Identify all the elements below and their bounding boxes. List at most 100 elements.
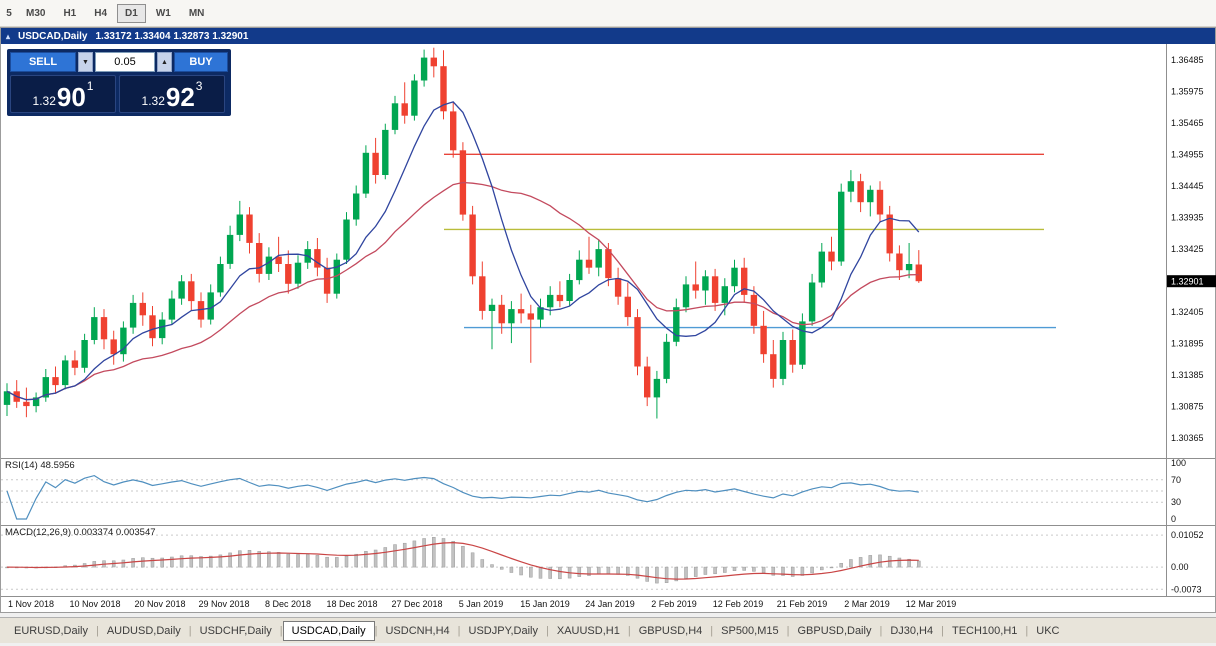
svg-text:0.00: 0.00 <box>1171 562 1189 572</box>
timeframe-button-w1[interactable]: W1 <box>148 4 179 23</box>
symbol-tab-usdjpy[interactable]: USDJPY,Daily <box>468 624 539 637</box>
tab-separator: | <box>710 624 714 637</box>
symbol-tab-usdchf[interactable]: USDCHF,Daily <box>199 624 272 637</box>
rsi-pane: 100 70 30 0 RSI(14) 48.5956 <box>1 458 1215 525</box>
svg-text:1.33425: 1.33425 <box>1171 244 1204 254</box>
ask-pip-digit: 3 <box>195 79 203 93</box>
svg-text:1.34955: 1.34955 <box>1171 149 1204 159</box>
symbol-tab-sp500[interactable]: SP500,M15 <box>721 624 779 637</box>
timeframe-button-d1[interactable]: D1 <box>117 3 146 23</box>
symbol-tab-gbpusd[interactable]: GBPUSD,Daily <box>797 624 872 637</box>
date-label: 1 Nov 2018 <box>7 599 55 609</box>
date-label: 29 Nov 2018 <box>198 599 250 609</box>
tab-separator: | <box>786 624 790 637</box>
date-label: 2 Feb 2019 <box>651 599 697 609</box>
tab-separator: | <box>188 624 192 637</box>
buy-button[interactable]: BUY <box>174 52 228 72</box>
date-label: 2 Mar 2019 <box>844 599 890 609</box>
date-label: 15 Jan 2019 <box>520 599 570 609</box>
macd-label: MACD(12,26,9) 0.003374 0.003547 <box>5 527 156 538</box>
svg-text:1.32901: 1.32901 <box>1171 277 1204 287</box>
symbol-tab-audusd[interactable]: AUDUSD,Daily <box>106 624 181 637</box>
svg-text:1.30875: 1.30875 <box>1171 401 1204 411</box>
chart-titlebar[interactable]: ▴ USDCAD,Daily 1.33172 1.33404 1.32873 1… <box>1 28 1215 44</box>
current-price-badge <box>1167 275 1216 288</box>
horizontal-lines[interactable] <box>444 153 1056 329</box>
tab-separator: | <box>941 624 944 637</box>
svg-text:1.35465: 1.35465 <box>1171 118 1204 128</box>
date-label: 8 Dec 2018 <box>264 599 312 609</box>
timeframe-toolbar: 5 M30 H1 H4 D1 W1 MN <box>0 0 1216 27</box>
chart-window: ▴ USDCAD,Daily 1.33172 1.33404 1.32873 1… <box>0 27 1216 613</box>
moving-averages <box>6 101 920 401</box>
date-label: 18 Dec 2018 <box>326 599 378 609</box>
ask-main-digits: 92 <box>165 82 195 113</box>
ask-price[interactable]: 1.32 92 3 <box>119 75 225 113</box>
timeframe-button-mn[interactable]: MN <box>181 4 213 23</box>
bid-price[interactable]: 1.32 90 1 <box>10 75 116 113</box>
timeframe-button-5[interactable]: 5 <box>2 4 16 23</box>
date-label: 20 Nov 2018 <box>134 599 186 609</box>
svg-text:100: 100 <box>1171 459 1186 468</box>
rsi-plot[interactable]: 100 70 30 0 <box>1 459 1216 525</box>
ask-prefix: 1.32 <box>141 94 165 108</box>
tab-separator: | <box>627 624 631 637</box>
symbol-tab-ukc[interactable]: UKC <box>1036 624 1060 637</box>
candlesticks[interactable] <box>3 47 922 419</box>
svg-text:0: 0 <box>1171 514 1176 524</box>
time-axis[interactable]: 1 Nov 2018 10 Nov 2018 20 Nov 2018 29 Nov 2… <box>1 596 1215 612</box>
chart-icon: ▴ <box>6 31 11 41</box>
rsi-line <box>6 474 919 520</box>
date-label: 12 Mar 2019 <box>905 599 957 609</box>
trade-controls-row: SELL ▼ ▲ BUY <box>10 52 228 72</box>
chart-tabs-bar: EURUSD,Daily | AUDUSD,Daily | USDCHF,Daily | U… <box>0 617 1216 643</box>
tab-separator: | <box>457 624 461 637</box>
date-label: 5 Jan 2019 <box>458 599 504 609</box>
volume-down-icon[interactable]: ▼ <box>78 52 93 72</box>
macd-plot[interactable]: 0.01052 0.00 -0.0073 <box>1 526 1216 596</box>
macd-pane: 0.01052 0.00 -0.0073 MACD(12,26,9) 0.00337… <box>1 525 1215 596</box>
symbol-tab-usdcnh[interactable]: USDCNH,H4 <box>385 624 450 637</box>
symbol-tab-usdcad[interactable]: USDCAD,Daily <box>282 620 375 641</box>
trade-prices-row: 1.32 90 1 1.32 92 3 <box>10 75 228 113</box>
timeframe-button-h4[interactable]: H4 <box>86 4 115 23</box>
symbol-tab-eurusd[interactable]: EURUSD,Daily <box>14 624 88 637</box>
volume-input[interactable] <box>95 52 155 72</box>
volume-up-icon[interactable]: ▲ <box>157 52 172 72</box>
timeframe-button-h1[interactable]: H1 <box>55 4 84 23</box>
tab-separator: | <box>1025 624 1029 637</box>
symbol-tab-tech100[interactable]: TECH100,H1 <box>951 624 1018 637</box>
svg-text:0.01052: 0.01052 <box>1171 530 1204 540</box>
macd-gridlines <box>1 534 1166 590</box>
rsi-label: RSI(14) 48.5956 <box>5 460 75 471</box>
date-label: 10 Nov 2018 <box>69 599 121 609</box>
symbol-tab-dj30[interactable]: DJ30,H4 <box>890 624 934 637</box>
chart-title-symbol: USDCAD,Daily <box>18 30 88 42</box>
svg-text:1.34445: 1.34445 <box>1171 181 1204 191</box>
svg-text:1.31895: 1.31895 <box>1171 338 1204 348</box>
price-axis: 1.36485 1.35975 1.35465 1.34955 1.34445 1.339… <box>1166 44 1216 458</box>
svg-text:1.30365: 1.30365 <box>1171 433 1204 443</box>
svg-text:1.35975: 1.35975 <box>1171 86 1204 96</box>
timeframe-button-m30[interactable]: M30 <box>18 4 53 23</box>
chart-body: 1.36485 1.35975 1.35465 1.34955 1.34445 1.339… <box>1 44 1216 458</box>
svg-text:1.31385: 1.31385 <box>1171 370 1204 380</box>
tab-separator: | <box>879 624 883 637</box>
date-label: 24 Jan 2019 <box>585 599 635 609</box>
chart-title-ohlc: 1.33172 1.33404 1.32873 1.32901 <box>95 30 249 42</box>
macd-histogram <box>5 537 921 584</box>
symbol-tab-gbpusd[interactable]: GBPUSD,H4 <box>638 624 703 637</box>
svg-text:-0.0073: -0.0073 <box>1171 584 1202 594</box>
symbol-tab-xauusd[interactable]: XAUUSD,H1 <box>556 624 620 637</box>
main-price-chart[interactable]: 1.36485 1.35975 1.35465 1.34955 1.34445 1.339… <box>1 44 1216 458</box>
bid-main-digits: 90 <box>56 82 86 113</box>
one-click-trading-panel: SELL ▼ ▲ BUY 1.32 90 1 1.32 92 3 <box>7 49 231 116</box>
svg-text:1.33935: 1.33935 <box>1171 212 1204 222</box>
macd-signal-line <box>6 541 919 580</box>
sell-button[interactable]: SELL <box>10 52 76 72</box>
date-label: 12 Feb 2019 <box>712 599 764 609</box>
tab-separator: | <box>374 624 378 637</box>
tab-separator: | <box>279 624 283 637</box>
date-label: 21 Feb 2019 <box>776 599 828 609</box>
